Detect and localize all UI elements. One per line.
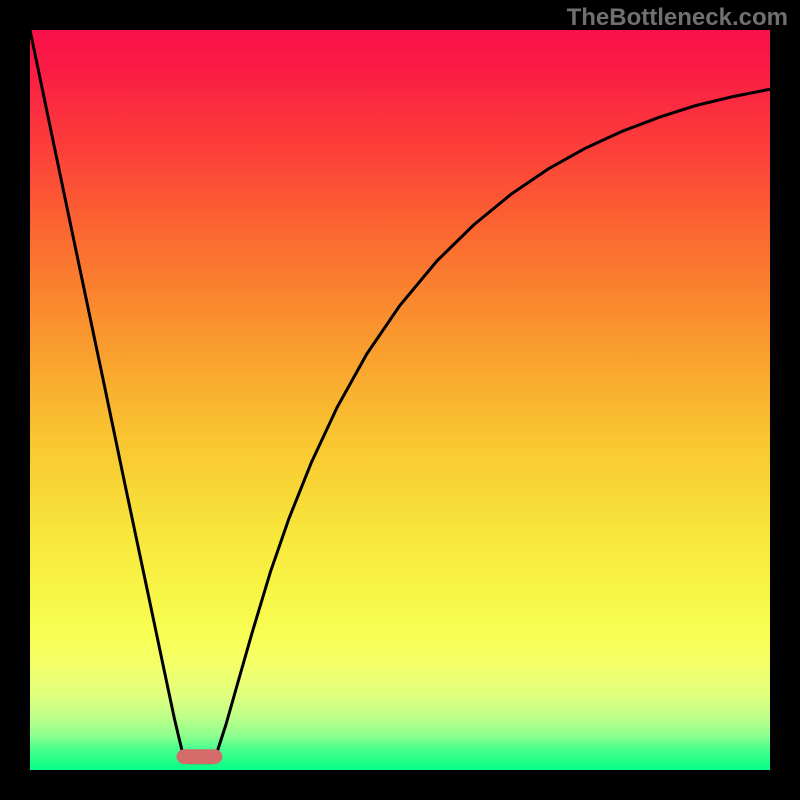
plot-gradient-background <box>30 30 770 770</box>
watermark-text: TheBottleneck.com <box>567 4 788 32</box>
bottleneck-curve-chart <box>0 0 800 800</box>
minimum-marker-pill <box>177 749 223 764</box>
chart-container: TheBottleneck.com <box>0 0 800 800</box>
